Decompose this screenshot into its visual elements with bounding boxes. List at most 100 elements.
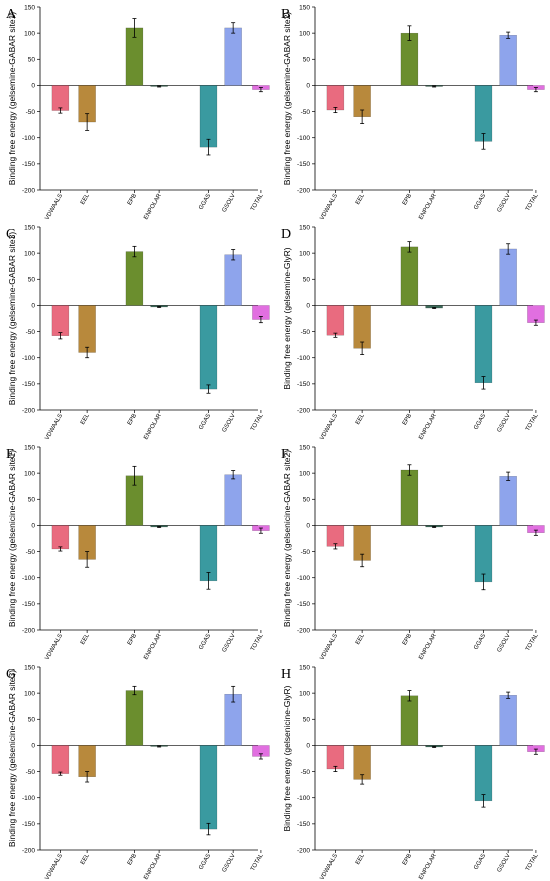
error-bar-vdwaals [58,771,63,776]
y-tick-label: 50 [303,497,311,504]
category-label-epb: EPB [127,633,138,646]
category-label-gsolv: GSOLV [497,413,512,434]
bar-gsolv [224,474,242,526]
error-bar-enpolar [432,85,437,88]
category-label-vdwaals: VDWAALS [44,193,64,221]
error-bar-enpolar [157,306,162,308]
y-tick-label: 0 [31,83,35,90]
y-tick-label: 150 [299,4,310,11]
bar-ggas [474,745,493,802]
error-bar-gsolv [506,243,511,255]
error-bar-enpolar [157,85,162,88]
error-bar-epb [132,685,137,696]
y-tick-label: -150 [22,381,35,388]
y-tick-label: 0 [31,743,35,750]
error-bar-gsolv [231,22,236,34]
error-bar-vdwaals [333,543,338,550]
y-axis-label: Binding free energy (gelsemine-GABAR sit… [7,12,17,186]
bar-vdwaals [326,85,345,111]
category-label-gsolv: GSOLV [222,413,237,434]
error-bar-epb [407,690,412,702]
panel-label: D [281,227,291,242]
category-label-epb: EPB [127,413,138,426]
y-tick-label: 50 [28,717,36,724]
bar-gsolv [224,254,242,306]
y-tick-label: 0 [31,303,35,310]
y-tick-label: 50 [28,57,36,64]
y-tick-label: -200 [22,187,35,194]
category-label-eel: EEL [355,192,366,205]
error-bar-total [533,319,538,326]
error-bar-ggas [481,573,486,591]
error-bar-gsolv [231,685,236,703]
category-label-eel: EEL [80,852,91,865]
y-axis-label: Binding free energy (gelsemine-GABAR sit… [282,12,292,186]
error-bar-vdwaals [58,332,63,340]
error-bar-eel [85,113,90,131]
error-bar-enpolar [432,746,437,748]
bar-gsolv [499,476,517,526]
category-label-total: TOTAL [250,412,265,432]
y-axis-label: Binding free energy (gelsenicine-GABAR s… [7,670,17,847]
category-label-vdwaals: VDWAALS [319,413,339,441]
y-tick-label: -200 [297,407,310,414]
y-tick-label: -100 [297,795,310,802]
y-axis-label: Binding free energy (gelsenicine-GlyR) [282,685,292,831]
bar-gsolv [499,248,517,306]
y-tick-label: -150 [297,601,310,608]
bar-epb [125,251,144,306]
y-tick-label: 150 [24,664,35,671]
category-label-ggas: GGAS [473,413,487,431]
error-bar-enpolar [432,307,437,309]
y-tick-label: 50 [303,717,311,724]
y-tick-label: -100 [22,355,35,362]
panel-label: E [6,447,15,462]
bar-epb [400,32,419,86]
category-label-gsolv: GSOLV [222,193,237,214]
y-tick-label: -100 [297,575,310,582]
y-tick-label: -50 [26,549,36,556]
error-bar-eel [360,341,365,355]
y-tick-label: 50 [303,57,311,64]
category-label-vdwaals: VDWAALS [44,853,64,881]
y-tick-label: -100 [22,575,35,582]
y-tick-label: -100 [22,795,35,802]
y-axis-label: Binding free energy (gelsenicine-GABAR s… [282,450,292,627]
error-bar-ggas [206,384,211,394]
category-label-ggas: GGAS [198,633,212,651]
y-tick-label: -50 [301,109,311,116]
y-tick-label: -100 [297,135,310,142]
y-tick-label: 50 [28,277,36,284]
bar-eel [78,305,96,353]
category-label-epb: EPB [127,853,138,866]
category-label-total: TOTAL [250,632,265,652]
y-tick-label: -200 [22,407,35,414]
error-bar-gsolv [231,470,236,480]
category-label-enpolar: ENPOLAR [143,852,163,880]
y-tick-label: -100 [297,355,310,362]
bar-epb [400,695,419,746]
y-tick-label: 0 [306,743,310,750]
y-tick-label: 100 [24,690,35,697]
error-bar-eel [85,346,90,359]
error-bar-enpolar [157,745,162,748]
category-label-vdwaals: VDWAALS [44,413,64,441]
category-label-enpolar: ENPOLAR [418,632,438,660]
category-label-ggas: GGAS [198,193,212,211]
bar-ggas [474,305,493,384]
panel-label: A [6,7,17,22]
y-tick-label: 100 [24,250,35,257]
y-tick-label: 150 [299,224,310,231]
category-label-eel: EEL [80,192,91,205]
panel-label: F [281,447,289,462]
y-tick-label: -50 [26,329,36,336]
bar-vdwaals [326,305,345,336]
bar-ggas [199,85,218,148]
category-label-eel: EEL [80,632,91,645]
category-label-eel: EEL [355,412,366,425]
y-tick-label: -200 [297,847,310,854]
y-tick-label: 0 [31,523,35,530]
category-label-ggas: GGAS [473,633,487,651]
